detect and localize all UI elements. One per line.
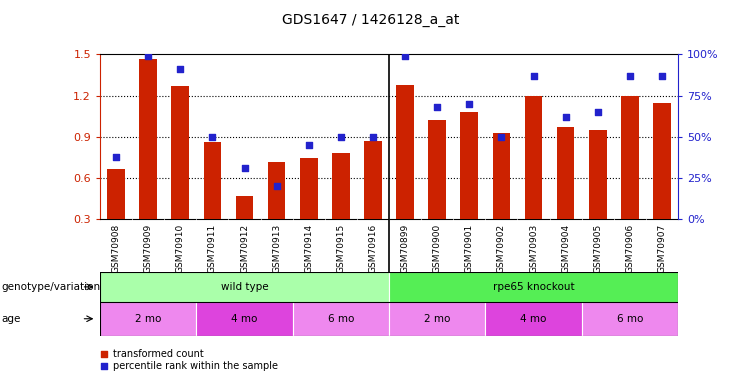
Bar (236, 196, 253, 219)
Text: GSM70907: GSM70907 (657, 224, 666, 273)
Text: GSM70914: GSM70914 (305, 224, 313, 273)
Bar (332, 153, 350, 219)
Bar (556, 127, 574, 219)
Text: GSM70911: GSM70911 (208, 224, 217, 273)
Text: GSM70909: GSM70909 (144, 224, 153, 273)
Text: wild type: wild type (221, 282, 268, 292)
Text: age: age (1, 314, 21, 324)
Text: 4 mo: 4 mo (520, 314, 547, 324)
Text: GSM70910: GSM70910 (176, 224, 185, 273)
Point (592, 109, 604, 115)
Bar (582, 302, 678, 336)
Bar (460, 112, 478, 219)
Text: GSM70906: GSM70906 (625, 224, 634, 273)
Point (496, 134, 508, 140)
Point (335, 134, 347, 140)
Text: percentile rank within the sample: percentile rank within the sample (113, 361, 279, 370)
Text: GSM70902: GSM70902 (497, 224, 506, 273)
Point (110, 154, 122, 160)
Text: GDS1647 / 1426128_a_at: GDS1647 / 1426128_a_at (282, 13, 459, 27)
Bar (428, 120, 446, 219)
Bar (100, 272, 389, 302)
Text: 6 mo: 6 mo (328, 314, 354, 324)
Bar (300, 158, 318, 219)
Text: 6 mo: 6 mo (617, 314, 643, 324)
Point (367, 134, 379, 140)
Bar (485, 302, 582, 336)
Text: GSM70904: GSM70904 (561, 224, 570, 273)
Bar (293, 302, 389, 336)
Bar (364, 141, 382, 219)
Text: GSM70901: GSM70901 (465, 224, 473, 273)
Text: rpe65 knockout: rpe65 knockout (493, 282, 574, 292)
Point (98, 351, 110, 357)
Point (528, 73, 539, 79)
Bar (171, 86, 189, 219)
Bar (268, 162, 285, 219)
Text: GSM70905: GSM70905 (594, 224, 602, 273)
Point (431, 104, 443, 110)
Bar (653, 102, 671, 219)
Point (624, 73, 636, 79)
Bar (525, 96, 542, 219)
Point (399, 53, 411, 59)
Text: 4 mo: 4 mo (231, 314, 258, 324)
Text: GSM70913: GSM70913 (272, 224, 281, 273)
Bar (107, 168, 125, 219)
Point (207, 134, 219, 140)
Point (142, 53, 154, 59)
Point (239, 165, 250, 171)
Text: GSM70915: GSM70915 (336, 224, 345, 273)
Bar (139, 58, 157, 219)
Point (174, 66, 186, 72)
Text: 2 mo: 2 mo (424, 314, 451, 324)
Text: GSM70908: GSM70908 (112, 224, 121, 273)
Text: GSM70916: GSM70916 (368, 224, 377, 273)
Bar (100, 302, 196, 336)
Bar (196, 302, 293, 336)
Bar (621, 96, 639, 219)
Text: 2 mo: 2 mo (135, 314, 162, 324)
Text: GSM70900: GSM70900 (433, 224, 442, 273)
Text: GSM70899: GSM70899 (401, 224, 410, 273)
Bar (493, 133, 511, 219)
Text: GSM70903: GSM70903 (529, 224, 538, 273)
Bar (589, 130, 607, 219)
Bar (389, 272, 678, 302)
Point (559, 114, 571, 120)
Text: GSM70912: GSM70912 (240, 224, 249, 273)
Bar (389, 302, 485, 336)
Point (98, 363, 110, 369)
Text: genotype/variation: genotype/variation (1, 282, 101, 292)
Point (270, 183, 282, 189)
Point (656, 73, 668, 79)
Text: transformed count: transformed count (113, 350, 204, 359)
Bar (204, 142, 222, 219)
Point (303, 142, 315, 148)
Point (463, 101, 475, 107)
Bar (396, 85, 414, 219)
